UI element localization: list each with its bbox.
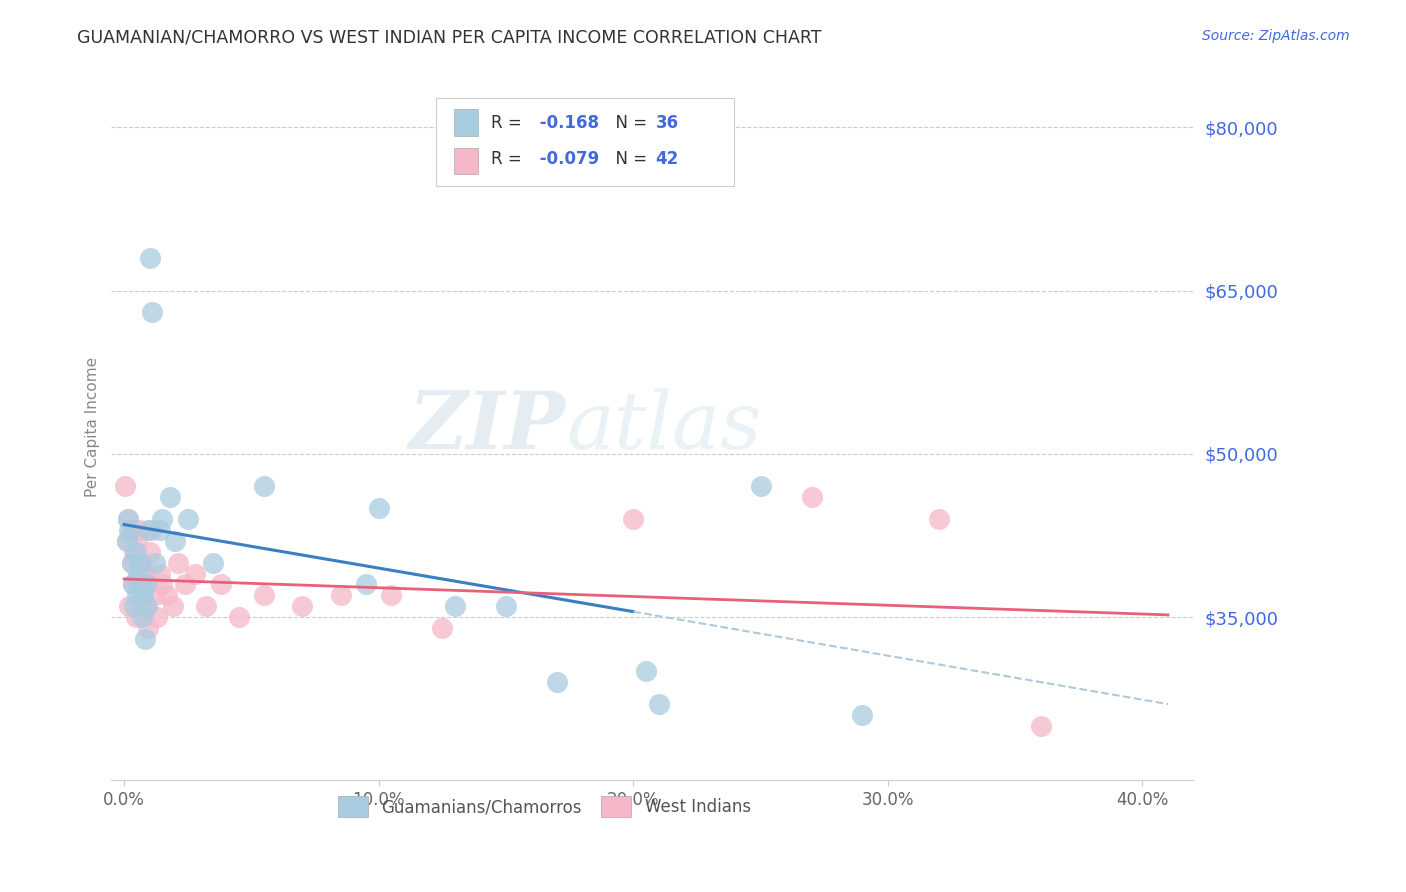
Point [367,501,389,516]
Point [117,512,139,526]
Point [125,588,148,602]
Point [136,523,159,537]
Point [184,566,207,581]
Text: R =: R = [491,114,527,132]
Point [141,305,163,319]
Point [135,577,157,591]
Point [129,577,152,591]
Point [432,621,454,635]
Point [150,512,173,526]
Point [174,577,197,591]
Point [138,251,160,265]
Point [131,556,153,570]
Point [127,577,149,591]
Legend: Guamanians/Chamorros, West Indians: Guamanians/Chamorros, West Indians [329,788,759,825]
Point [136,621,159,635]
Point [128,523,150,537]
Point [149,523,172,537]
Point [129,599,152,614]
Point [749,479,772,493]
Point [194,599,217,614]
Text: atlas: atlas [565,388,761,466]
Point [122,577,145,591]
Point [621,512,644,526]
Point [202,556,225,570]
Point [146,610,169,624]
FancyBboxPatch shape [436,98,734,186]
Text: N =: N = [605,114,652,132]
Point [166,556,188,570]
Point [136,577,159,591]
Point [118,599,141,614]
Point [329,588,352,602]
Point [124,545,146,559]
Point [132,588,155,602]
Point [114,479,136,493]
Point [124,599,146,614]
Point [228,610,250,624]
Point [495,599,517,614]
Point [159,491,181,505]
Point [134,632,156,646]
Point [120,523,142,537]
Point [118,523,141,537]
Point [165,533,187,548]
Point [143,556,166,570]
Text: 42: 42 [655,151,679,169]
Point [128,556,150,570]
Text: Source: ZipAtlas.com: Source: ZipAtlas.com [1202,29,1350,43]
Point [131,610,153,624]
Point [1029,719,1052,733]
Point [209,577,232,591]
Point [121,556,143,570]
Text: N =: N = [605,151,652,169]
Point [546,675,568,690]
Point [634,665,657,679]
Point [117,512,139,526]
Point [132,588,155,602]
Point [124,545,146,559]
Text: R =: R = [491,151,527,169]
Point [143,588,166,602]
FancyBboxPatch shape [454,110,478,136]
Point [851,708,873,723]
Point [380,588,402,602]
Text: ZIP: ZIP [409,388,565,466]
Point [122,577,145,591]
Point [800,491,823,505]
Text: -0.079: -0.079 [534,151,600,169]
Point [177,512,200,526]
Point [150,577,173,591]
Point [253,588,276,602]
Point [125,533,148,548]
Point [162,599,184,614]
Point [444,599,467,614]
Point [115,533,138,548]
Text: 36: 36 [655,114,679,132]
Point [149,566,172,581]
Point [138,545,160,559]
Y-axis label: Per Capita Income: Per Capita Income [86,357,100,497]
Point [134,566,156,581]
Text: GUAMANIAN/CHAMORRO VS WEST INDIAN PER CAPITA INCOME CORRELATION CHART: GUAMANIAN/CHAMORRO VS WEST INDIAN PER CA… [77,29,823,46]
Point [928,512,950,526]
Point [141,523,163,537]
Point [127,566,149,581]
Point [115,533,138,548]
Point [124,610,146,624]
Point [121,556,143,570]
Point [156,588,179,602]
Point [354,577,377,591]
Text: -0.168: -0.168 [534,114,599,132]
Point [135,599,157,614]
Point [291,599,314,614]
FancyBboxPatch shape [454,147,478,175]
Point [648,697,671,711]
Point [253,479,276,493]
Point [136,599,159,614]
